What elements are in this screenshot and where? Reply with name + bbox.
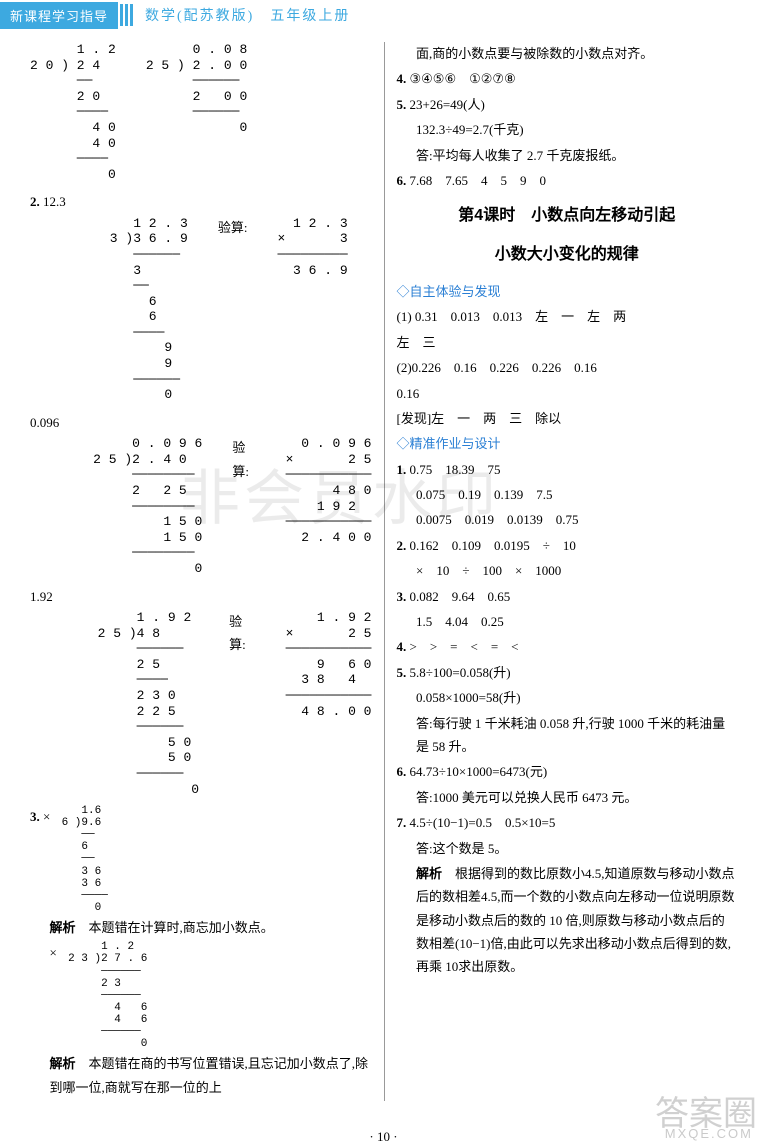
r1b: 左 三 [397, 331, 738, 354]
p7-ana-text: 根据得到的数比原数小4.5,知道原数与移动小数点后的数相差4.5,而一个数的小数… [416, 866, 735, 975]
sub-heading-2: ◇精准作业与设计 [397, 432, 738, 455]
verify-label-c: 验算: [229, 610, 256, 797]
p2: 2. 0.162 0.109 0.0195 ÷ 10 [397, 534, 738, 557]
p3: 3. 0.082 9.64 0.65 [397, 585, 738, 608]
longdiv-3b: 1 . 2 2 3 )2 7 . 6 ────── 2 3 ────── 4 6… [68, 941, 147, 1050]
q2-work-a: 1 2 . 3 3 )3 6 . 9 ────── 3 ── 6 6 ──── … [30, 216, 372, 403]
p6: 6. 64.73÷10×1000=6473(元) [397, 760, 738, 783]
q3b-row: × 1 . 2 2 3 )2 7 . 6 ────── 2 3 ────── 4… [30, 941, 372, 1050]
r-q4: 4. ③④⑤⑥ ①②⑦⑧ [397, 67, 738, 90]
section-title-a: 第4课时 小数点向左移动引起 [397, 202, 738, 231]
verify-label-a: 验算: [218, 216, 248, 403]
p1c: 0.0075 0.019 0.0139 0.75 [397, 508, 738, 531]
mult-2b: 0 . 0 9 6 × 2 5 ─────────── 4 8 0 1 9 2 … [286, 436, 372, 576]
r-q5c: 答:平均每人收集了 2.7 千克废报纸。 [397, 144, 738, 167]
section-title-b: 小数大小变化的规律 [397, 241, 738, 270]
q3-label: 3. [30, 809, 40, 824]
p5: 5. 5.8÷100=0.058(升) [397, 661, 738, 684]
q2-row-a: 2. 12.3 [30, 190, 372, 213]
cont-text: 面,商的小数点要与被除数的小数点对齐。 [397, 42, 738, 65]
verify-label-b: 验算: [232, 436, 255, 576]
q3-wrong-mark: × [43, 809, 50, 824]
header-title: 数学(配苏教版) 五年级上册 [145, 5, 350, 25]
p2b: × 10 ÷ 100 × 1000 [397, 559, 738, 582]
q2-label: 2. 12.3 [30, 190, 72, 213]
p7: 7. 4.5÷(10−1)=0.5 0.5×10=5 [397, 811, 738, 834]
longdiv-1a: 1 . 2 2 0 ) 2 4 ── 2 0 ──── 4 0 4 0 ────… [30, 42, 116, 182]
sub-heading-1: ◇自主体验与发现 [397, 280, 738, 303]
r2: (2)0.226 0.16 0.226 0.226 0.16 [397, 356, 738, 379]
analysis-label-b: 解析 [50, 1056, 76, 1071]
longdiv-2a: 1 2 . 3 3 )3 6 . 9 ────── 3 ── 6 6 ──── … [102, 216, 188, 403]
p4: 4. > > = < = < [397, 635, 738, 658]
header-bars-icon [120, 4, 135, 26]
q3b-analysis: 解析 本题错在商的书写位置错误,且忘记加小数点了,除到哪一位,商就写在那一位的上 [30, 1052, 372, 1099]
q2-work-b: 0 . 0 9 6 2 5 )2 . 4 0 ──────── 2 2 5 ──… [30, 436, 372, 576]
right-column: 面,商的小数点要与被除数的小数点对齐。 4. ③④⑤⑥ ①②⑦⑧ 5. 23+2… [384, 42, 738, 1101]
p7-analysis: 解析 根据得到的数比原数小4.5,知道原数与移动小数点后的数相差4.5,而一个数… [397, 862, 738, 979]
q3-analysis: 解析 本题错在计算时,商忘加小数点。 [30, 916, 372, 939]
r-q5: 5. 23+26=49(人) [397, 93, 738, 116]
r2b: 0.16 [397, 382, 738, 405]
page-header: 新课程学习指导 数学(配苏教版) 五年级上册 [0, 0, 767, 30]
q2-row-b: 0.096 [30, 411, 372, 434]
longdiv-1b: 0 . 0 8 2 5 ) 2 . 0 0 ────── 2 0 0 ─────… [146, 42, 247, 182]
r-q6: 6. 7.68 7.65 4 5 9 0 [397, 169, 738, 192]
content: 1 . 2 2 0 ) 2 4 ── 2 0 ──── 4 0 4 0 ────… [0, 42, 767, 1121]
q1-divisions: 1 . 2 2 0 ) 2 4 ── 2 0 ──── 4 0 4 0 ────… [30, 42, 372, 182]
q2b-answer: 0.096 [30, 411, 72, 434]
longdiv-3a: 1.6 6 )9.6 ── 6 ── 3 6 3 6 ──── 0 [62, 805, 108, 914]
q2-row-c: 1.92 [30, 585, 372, 608]
mult-2a: 1 2 . 3 × 3 ───────── 3 6 . 9 [277, 216, 347, 403]
r1: (1) 0.31 0.013 0.013 左 一 左 两 [397, 305, 738, 328]
q3-row: 3. × 1.6 6 )9.6 ── 6 ── 3 6 3 6 ──── 0 [30, 805, 372, 914]
longdiv-2b: 0 . 0 9 6 2 5 )2 . 4 0 ──────── 2 2 5 ──… [93, 436, 202, 576]
r-q5b: 132.3÷49=2.7(千克) [397, 118, 738, 141]
page-number: · 10 · [0, 1129, 767, 1145]
q2c-answer: 1.92 [30, 585, 72, 608]
p6b: 答:1000 美元可以兑换人民币 6473 元。 [397, 786, 738, 809]
mult-2c: 1 . 9 2 × 2 5 ─────────── 9 6 0 3 8 4 ──… [286, 610, 372, 797]
find: [发现]左 一 两 三 除以 [397, 407, 738, 430]
longdiv-2c: 1 . 9 2 2 5 )4 8 ────── 2 5 ──── 2 3 0 2… [98, 610, 199, 797]
q2-work-c: 1 . 9 2 2 5 )4 8 ────── 2 5 ──── 2 3 0 2… [30, 610, 372, 797]
p7b: 答:这个数是 5。 [397, 837, 738, 860]
p1b: 0.075 0.19 0.139 7.5 [397, 483, 738, 506]
p5c: 答:每行驶 1 千米耗油 0.058 升,行驶 1000 千米的耗油量是 58 … [397, 712, 738, 759]
p1: 1. 0.75 18.39 75 [397, 458, 738, 481]
q3b-wrong-mark: × [50, 945, 57, 960]
header-tab: 新课程学习指导 [0, 2, 118, 29]
analysis-label: 解析 [50, 920, 76, 935]
q3b-analysis-text: 本题错在商的书写位置错误,且忘记加小数点了,除到哪一位,商就写在那一位的上 [50, 1056, 369, 1094]
p3b: 1.5 4.04 0.25 [397, 610, 738, 633]
p5b: 0.058×1000=58(升) [397, 686, 738, 709]
left-column: 1 . 2 2 0 ) 2 4 ── 2 0 ──── 4 0 4 0 ────… [30, 42, 384, 1101]
p7-ana-label: 解析 [416, 866, 442, 881]
q3-analysis-text: 本题错在计算时,商忘加小数点。 [89, 920, 274, 935]
